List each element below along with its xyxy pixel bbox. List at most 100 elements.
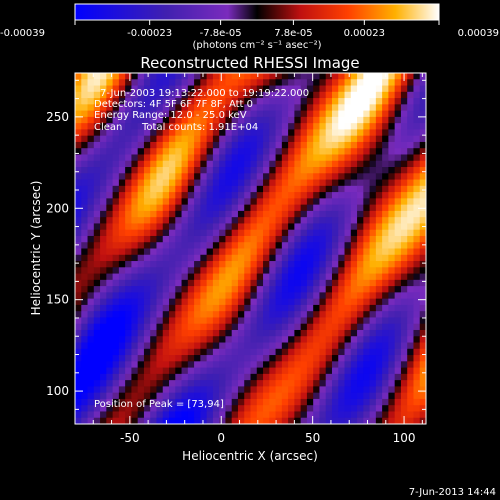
heatmap-cell <box>112 73 120 80</box>
heatmap-cell <box>363 286 371 293</box>
heatmap-cell <box>106 210 114 218</box>
heatmap-cell <box>375 361 383 369</box>
heatmap-cell <box>125 336 132 344</box>
heatmap-cell <box>93 217 101 224</box>
heatmap-cell <box>200 254 208 262</box>
heatmap-cell <box>156 273 164 281</box>
heatmap-cell <box>382 179 389 187</box>
heatmap-cell <box>194 179 201 187</box>
heatmap-cell <box>200 342 208 350</box>
heatmap-cell <box>81 179 89 187</box>
heatmap-cell <box>212 355 220 362</box>
heatmap-cell <box>194 148 201 155</box>
heatmap-cell <box>244 336 251 344</box>
heatmap-cell <box>331 405 339 412</box>
heatmap-cell <box>93 192 101 199</box>
heatmap-cell <box>137 167 145 174</box>
heatmap-cell <box>300 235 308 243</box>
heatmap-cell <box>181 329 189 337</box>
heatmap-cell <box>363 392 371 400</box>
heatmap-cell <box>357 79 364 87</box>
heatmap-cell <box>357 248 364 256</box>
heatmap-cell <box>344 273 352 281</box>
heatmap-cell <box>156 311 164 318</box>
heatmap-cell <box>400 98 408 105</box>
heatmap-cell <box>162 254 170 262</box>
heatmap-cell <box>225 254 233 262</box>
heatmap-cell <box>400 254 408 262</box>
heatmap-cell <box>288 254 295 262</box>
heatmap-cell <box>187 129 195 137</box>
heatmap-cell <box>369 254 377 262</box>
heatmap-cell <box>137 292 145 300</box>
heatmap-cell <box>288 386 295 394</box>
heatmap-cell <box>118 154 126 162</box>
heatmap-cell <box>400 91 408 99</box>
heatmap-cell <box>325 167 333 174</box>
heatmap-cell <box>407 405 414 412</box>
heatmap-cell <box>319 79 327 87</box>
heatmap-cell <box>87 135 95 143</box>
heatmap-cell <box>162 242 170 249</box>
heatmap-cell <box>369 267 377 275</box>
heatmap-cell <box>363 248 371 256</box>
heatmap-cell <box>237 229 245 237</box>
heatmap-cell <box>269 329 277 337</box>
heatmap-cell <box>112 91 120 99</box>
heatmap-cell <box>175 79 183 87</box>
heatmap-cell <box>357 311 364 318</box>
heatmap-cell <box>388 373 396 381</box>
heatmap-cell <box>112 116 120 124</box>
heatmap-cell <box>331 91 339 99</box>
heatmap-cell <box>325 185 333 193</box>
heatmap-cell <box>118 355 126 362</box>
heatmap-cell <box>294 217 302 224</box>
heatmap-cell <box>294 361 302 369</box>
heatmap-cell <box>200 398 208 406</box>
heatmap-cell <box>118 116 126 124</box>
heatmap-cell <box>288 286 295 293</box>
heatmap-cell <box>150 386 157 394</box>
heatmap-cell <box>313 273 320 281</box>
heatmap-cell <box>394 167 402 174</box>
heatmap-cell <box>413 135 421 143</box>
heatmap-cell <box>137 79 145 87</box>
heatmap-cell <box>294 386 302 394</box>
heatmap-cell <box>350 392 358 400</box>
heatmap-cell <box>400 85 408 93</box>
heatmap-cell <box>250 79 258 87</box>
heatmap-cell <box>263 248 270 256</box>
heatmap-cell <box>100 148 107 155</box>
heatmap-cell <box>156 380 164 387</box>
heatmap-cell <box>143 329 151 337</box>
heatmap-cell <box>263 286 270 293</box>
heatmap-cell <box>400 355 408 362</box>
heatmap-cell <box>100 348 107 356</box>
heatmap-cell <box>388 279 396 287</box>
heatmap-cell <box>313 116 320 124</box>
heatmap-cell <box>363 367 371 375</box>
heatmap-cell <box>294 405 302 412</box>
heatmap-cell <box>306 229 314 237</box>
heatmap-cell <box>75 386 82 394</box>
heatmap-cell <box>413 79 421 87</box>
heatmap-cell <box>338 317 346 325</box>
heatmap-cell <box>413 329 421 337</box>
heatmap-cell <box>200 336 208 344</box>
heatmap-cell <box>256 123 264 130</box>
heatmap-cell <box>112 141 120 149</box>
heatmap-cell <box>200 223 208 231</box>
heatmap-cell <box>81 329 89 337</box>
heatmap-cell <box>281 154 289 162</box>
heatmap-cell <box>162 198 170 206</box>
heatmap-cell <box>300 380 308 387</box>
heatmap-cell <box>169 204 176 212</box>
heatmap-cell <box>419 173 426 181</box>
heatmap-cell <box>75 104 82 112</box>
heatmap-cell <box>294 129 302 137</box>
heatmap-cell <box>225 148 233 155</box>
heatmap-cell <box>363 398 371 406</box>
heatmap-cell <box>175 85 183 93</box>
heatmap-cell <box>187 261 195 268</box>
heatmap-cell <box>400 198 408 206</box>
